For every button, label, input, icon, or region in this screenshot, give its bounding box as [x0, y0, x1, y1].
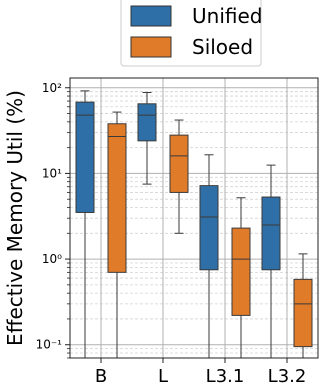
legend-label-unified: Unified [192, 4, 262, 28]
x-tick-label: L3.1 [206, 366, 245, 387]
box-siloed-L [169, 119, 189, 234]
legend-swatch-unified [130, 5, 172, 27]
y-tick-label: 10⁻¹ [36, 338, 63, 352]
y-tick-label: 10² [42, 81, 62, 95]
box-body [293, 278, 313, 348]
boxes [75, 90, 313, 358]
x-tick-label: B [95, 366, 107, 387]
box-body [75, 101, 95, 213]
box-body [261, 196, 281, 271]
box-unified-B [75, 90, 95, 358]
box-unified-L3.1 [199, 154, 219, 358]
box-siloed-L3.1 [231, 197, 251, 358]
box-body [199, 185, 219, 271]
legend-swatch-siloed [130, 36, 172, 58]
legend: Unified Siloed [120, 0, 262, 67]
grid [70, 78, 318, 359]
y-axis-label: Effective Memory Util (%) [3, 90, 27, 346]
box-siloed-B [107, 111, 127, 358]
box-unified-L [137, 92, 157, 185]
x-tick-label: L [158, 366, 168, 387]
y-ticks: 10⁻¹ 10⁰ 10¹ 10² [36, 81, 70, 359]
x-tick-label: L3.2 [268, 366, 307, 387]
y-tick-label: 10⁰ [42, 252, 62, 266]
box-siloed-L3.2 [293, 253, 313, 358]
y-tick-label: 10¹ [42, 166, 62, 180]
box-body [107, 123, 127, 273]
legend-label-siloed: Siloed [192, 35, 253, 59]
x-ticks: B L L3.1 L3.2 [95, 358, 307, 387]
box-body [231, 227, 251, 316]
box-body [169, 134, 189, 193]
box-body [137, 103, 157, 142]
box-unified-L3.2 [261, 164, 281, 358]
